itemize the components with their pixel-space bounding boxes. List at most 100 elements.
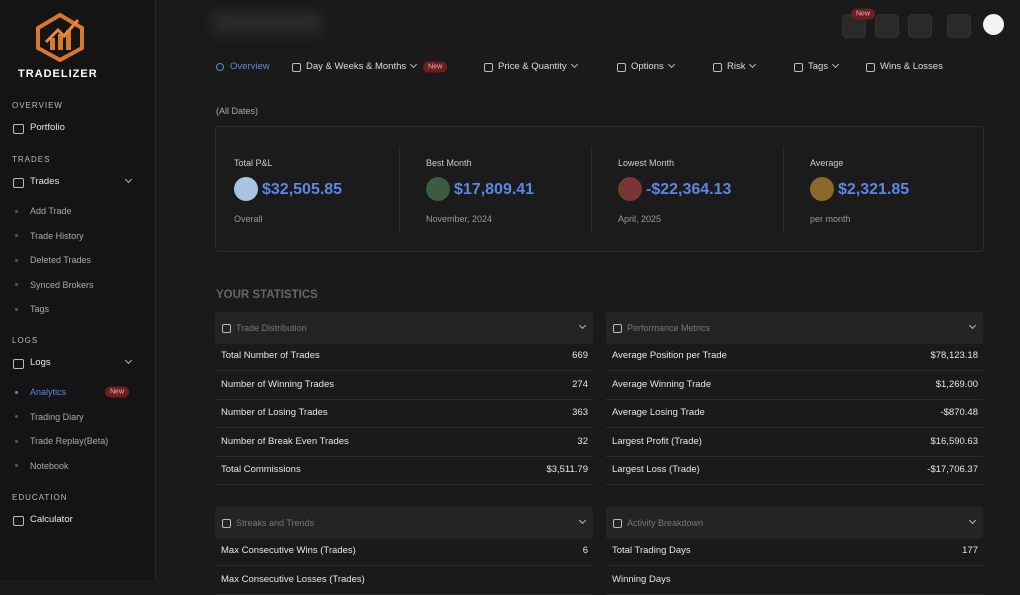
panel-header — [215, 507, 593, 539]
panel-header — [215, 312, 593, 344]
bullet — [15, 307, 18, 311]
card-title: Best Month — [426, 158, 472, 168]
sidebar — [0, 0, 156, 580]
row-divider — [606, 370, 983, 371]
toolbar-button[interactable] — [908, 14, 932, 38]
row-divider — [215, 427, 593, 429]
stat-value: $78,123.18 — [930, 350, 978, 361]
nav-subitem[interactable]: Synced Brokers — [30, 279, 94, 290]
bullet — [15, 439, 18, 443]
stat-label: Average Winning Trade — [612, 378, 712, 390]
chevron — [570, 60, 578, 69]
row-divider — [606, 593, 983, 595]
bullet — [15, 283, 18, 286]
row-divider — [215, 455, 593, 457]
nav-subitem[interactable]: Analytics — [30, 387, 67, 397]
nav-subitem[interactable]: Tags — [30, 304, 50, 314]
stat-label: Average Position per Trade — [612, 350, 727, 361]
tab[interactable]: Tags — [808, 61, 829, 72]
card-sub: Overall — [234, 214, 263, 224]
card-value: $2,321.85 — [838, 181, 910, 198]
section-heading: EDUCATION — [12, 492, 68, 502]
tab[interactable]: Wins & Losses — [880, 61, 943, 72]
stat-value: 6 — [582, 545, 588, 556]
divider — [399, 146, 400, 232]
summary-box — [215, 126, 984, 252]
nav-subitem[interactable]: Trading Diary — [30, 411, 84, 422]
row-divider — [215, 593, 593, 595]
avatar[interactable] — [983, 14, 1004, 35]
stat-label: Total Number of Trades — [221, 350, 320, 361]
divider — [783, 146, 784, 232]
badge: New — [851, 8, 876, 20]
nav-item[interactable]: Portfolio — [30, 122, 65, 133]
row-divider — [606, 398, 983, 400]
stat-label: Max Consecutive Losses (Trades) — [221, 573, 365, 585]
tab[interactable]: Day & Weeks & Months — [306, 61, 407, 72]
stat-label: Max Consecutive Wins (Trades) — [221, 545, 356, 556]
section-heading: LOGS — [12, 336, 39, 345]
bullet — [15, 209, 18, 213]
chevron — [832, 60, 840, 69]
stat-value: $3,511.79 — [546, 464, 588, 476]
nav-subitem[interactable]: Trade History — [30, 230, 84, 241]
icon — [13, 515, 24, 526]
card-value: $17,809.41 — [454, 181, 535, 198]
nav-item[interactable]: Calculator — [30, 513, 73, 525]
card-icon — [234, 177, 258, 201]
bullet — [15, 464, 18, 467]
icon — [13, 359, 24, 369]
stat-label: Largest Profit (Trade) — [612, 435, 702, 447]
stat-value: -$17,706.37 — [927, 464, 978, 476]
card-sub: November, 2024 — [426, 214, 493, 224]
section-heading: TRADES — [12, 155, 51, 164]
icon — [613, 519, 622, 528]
card-value: $32,505.85 — [262, 181, 343, 198]
bullet — [15, 415, 18, 418]
chevron — [749, 60, 757, 69]
brand: TRADELIZER — [18, 68, 98, 80]
stat-value: -$870.48 — [940, 407, 978, 419]
section-heading: YOUR STATISTICS — [216, 289, 318, 301]
icon — [713, 63, 722, 72]
tab[interactable]: Price & Quantity — [498, 61, 567, 72]
tab[interactable]: Options — [631, 61, 664, 72]
nav-item[interactable]: Logs — [30, 357, 51, 368]
section-heading: OVERVIEW — [12, 101, 63, 110]
row-divider — [215, 398, 593, 400]
icon — [613, 324, 622, 333]
logo — [36, 12, 84, 62]
toolbar-button[interactable] — [875, 14, 899, 38]
icon — [222, 324, 231, 333]
card-title: Average — [810, 158, 844, 168]
panel-title: Streaks and Trends — [236, 518, 315, 528]
row-divider — [215, 370, 593, 371]
stat-label: Number of Losing Trades — [221, 407, 328, 419]
nav-subitem[interactable]: Add Trade — [30, 206, 72, 216]
icon — [13, 124, 24, 134]
icon — [617, 63, 626, 72]
nav-subitem[interactable]: Trade Replay(Beta) — [30, 436, 109, 446]
bullet — [15, 258, 18, 262]
card-icon — [810, 177, 834, 201]
stat-value: 669 — [572, 350, 588, 361]
tab[interactable]: Overview — [230, 61, 270, 72]
nav-item[interactable]: Trades — [30, 176, 60, 187]
nav-subitem[interactable]: Notebook — [30, 460, 69, 471]
badge: New — [105, 386, 130, 398]
nav-subitem[interactable]: Deleted Trades — [30, 255, 92, 265]
bullet — [15, 234, 18, 237]
icon — [292, 63, 301, 72]
bullet — [15, 390, 18, 394]
date-range: (All Dates) — [216, 106, 259, 116]
toolbar-button[interactable] — [947, 14, 971, 38]
row-divider — [606, 565, 983, 566]
panel-header — [606, 507, 983, 539]
tab[interactable]: Risk — [727, 61, 746, 72]
chevron — [410, 60, 418, 69]
row-divider — [606, 455, 983, 457]
stat-value: 274 — [572, 378, 588, 390]
stat-label: Total Commissions — [221, 464, 301, 476]
panel-header — [606, 312, 983, 344]
